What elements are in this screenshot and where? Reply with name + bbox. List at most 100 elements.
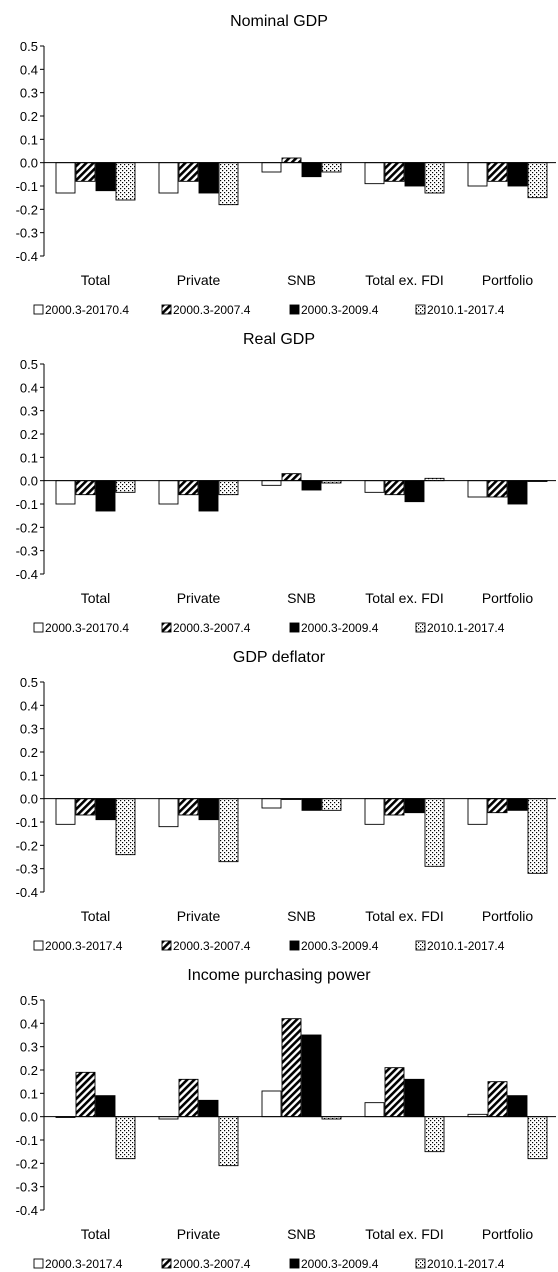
category-label: Portfolio (482, 590, 534, 606)
category-label: Total ex. FDI (365, 1226, 444, 1242)
y-tick-label: 0.4 (20, 380, 38, 395)
y-tick-label: -0.2 (16, 520, 38, 535)
bar-dotted (115, 480, 136, 493)
category-label: Private (177, 272, 221, 288)
y-tick-label: 0.2 (20, 109, 38, 124)
y-tick-label: 0.2 (20, 1063, 38, 1078)
y-tick-label: 0.1 (20, 1086, 38, 1101)
bar-black (404, 162, 425, 187)
bar-white (467, 162, 488, 187)
bar-dotted (218, 162, 239, 206)
bar-white (55, 798, 76, 825)
y-tick-label: -0.1 (16, 815, 38, 830)
bar-diagonal (384, 162, 405, 182)
y-tick-label: -0.4 (16, 1203, 38, 1218)
y-tick-label: 0.5 (20, 993, 38, 1008)
bar-diagonal (178, 162, 199, 182)
category-label: Portfolio (482, 272, 534, 288)
y-tick-label: -0.2 (16, 202, 38, 217)
chart-panel-2: Real GDP 0.5 0.4 0.3 0.2 0.1 0.0 -0.1 -0.2 -0.3 -0… (16, 331, 556, 635)
category-label: Private (177, 1226, 221, 1242)
chart-title: Real GDP (243, 331, 315, 348)
legend-swatch (415, 1258, 426, 1269)
y-tick-label: 0.1 (20, 132, 38, 147)
bar-diagonal (75, 1071, 96, 1118)
y-tick-label: -0.1 (16, 497, 38, 512)
bar-diagonal (487, 1081, 508, 1118)
chart-title: Nominal GDP (230, 13, 328, 30)
bar-dotted (424, 1116, 445, 1153)
y-tick-label: -0.1 (16, 1133, 38, 1148)
y-tick-label: 0.0 (20, 792, 38, 807)
legend-swatch (161, 304, 172, 315)
bar-black (301, 798, 322, 811)
bar-diagonal (75, 162, 96, 182)
y-tick-label: -0.3 (16, 1180, 38, 1195)
bar-dotted (218, 798, 239, 863)
y-tick-label: 0.4 (20, 62, 38, 77)
category-label: Total ex. FDI (365, 908, 444, 924)
bar-dotted (218, 1116, 239, 1167)
legend-label: 2000.3-2007.4 (173, 303, 251, 317)
bar-white (158, 480, 179, 505)
y-tick-label: 0.0 (20, 1110, 38, 1125)
bar-diagonal (281, 1018, 302, 1118)
bar-dotted (527, 162, 548, 199)
bar-white (261, 1090, 282, 1118)
legend-swatch (415, 304, 426, 315)
y-tick-label: 0.2 (20, 745, 38, 760)
legend-label: 2000.3-2009.4 (301, 303, 379, 317)
y-tick-label: -0.4 (16, 249, 38, 264)
bar-black (507, 798, 528, 811)
bar-white (261, 162, 282, 173)
category-label: Portfolio (482, 1226, 534, 1242)
bar-black (95, 162, 116, 192)
legend-swatch (161, 1258, 172, 1269)
y-tick-label: -0.4 (16, 885, 38, 900)
legend-label: 2000.3-2007.4 (173, 939, 251, 953)
legend-swatch (33, 1258, 44, 1269)
legend-label: 2000.3-20170.4 (45, 303, 129, 317)
y-tick-label: 0.5 (20, 675, 38, 690)
bar-white (364, 162, 385, 185)
bar-black (198, 162, 219, 194)
category-label: SNB (287, 908, 316, 924)
bar-white (467, 798, 488, 825)
legend-swatch (161, 940, 172, 951)
bar-diagonal (281, 473, 302, 482)
y-tick-label: -0.4 (16, 567, 38, 582)
y-tick-label: -0.3 (16, 226, 38, 241)
y-tick-label: 0.1 (20, 450, 38, 465)
bar-black (404, 798, 425, 814)
bar-dotted (115, 162, 136, 201)
bar-black (95, 798, 116, 821)
legend-swatch (33, 304, 44, 315)
chart-title: Income purchasing power (187, 967, 371, 984)
y-tick-label: -0.1 (16, 179, 38, 194)
bar-diagonal (487, 798, 508, 814)
legend-label: 2000.3-2009.4 (301, 1257, 379, 1271)
legend-label: 2000.3-2017.4 (45, 939, 123, 953)
bar-black (301, 162, 322, 178)
legend-label: 2010.1-2017.4 (427, 303, 505, 317)
legend-label: 2010.1-2017.4 (427, 621, 505, 635)
bar-dotted (527, 1116, 548, 1160)
bar-white (261, 798, 282, 809)
category-label: Total ex. FDI (365, 590, 444, 606)
category-label: Portfolio (482, 908, 534, 924)
category-label: Total (81, 272, 111, 288)
bar-black (507, 480, 528, 505)
y-tick-label: 0.5 (20, 357, 38, 372)
bar-dotted (321, 162, 342, 173)
bar-diagonal (487, 480, 508, 498)
legend-label: 2000.3-2017.4 (45, 1257, 123, 1271)
bar-white (158, 162, 179, 194)
legend-swatch (289, 304, 300, 315)
category-label: Private (177, 590, 221, 606)
bar-dotted (424, 162, 445, 194)
legend-swatch (415, 622, 426, 633)
legend-swatch (289, 1258, 300, 1269)
y-tick-label: -0.2 (16, 838, 38, 853)
bar-black (198, 1099, 219, 1118)
legend-swatch (415, 940, 426, 951)
